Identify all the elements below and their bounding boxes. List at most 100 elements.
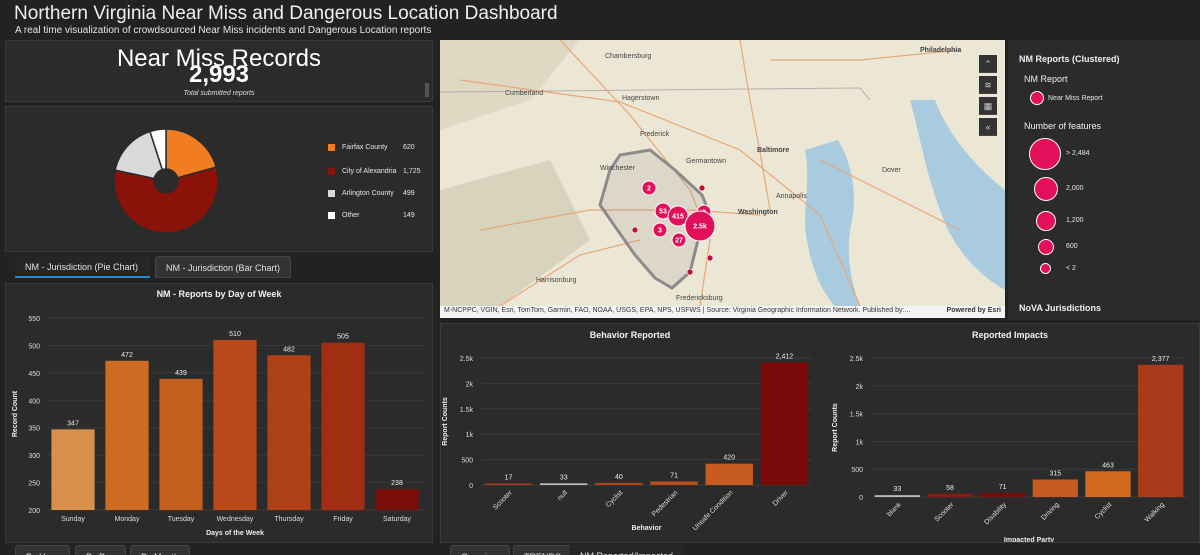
x-tick-label: Scooter	[933, 501, 955, 523]
size-label: 2,000	[1066, 185, 1084, 192]
x-tick-label: Saturday	[383, 516, 412, 523]
bar-value-label: 510	[229, 331, 241, 338]
bar	[540, 483, 588, 485]
cluster-label: 27	[675, 238, 683, 245]
day-of-week-chart-panel: NM - Reports by Day of Week 200 250 300 350…	[5, 283, 433, 543]
place-label: Frederick	[640, 131, 670, 138]
x-tick-label: Unsafe Condition	[692, 489, 735, 532]
state-boundary	[440, 87, 871, 101]
tab-by-month[interactable]: By Month	[130, 545, 191, 555]
size-symbol-icon	[1040, 263, 1051, 274]
tab-nm-reported-impacted[interactable]: NM Reported/Impacted	[570, 545, 684, 555]
legend-label: Fairfax County	[342, 143, 388, 151]
legend-item-alexandria[interactable]: City of Alexandria 1,725	[328, 165, 421, 177]
powered-by-esri[interactable]: Powered by Esri	[946, 307, 1001, 314]
cluster-marker	[684, 210, 716, 242]
y-tick-label: 200	[28, 508, 40, 515]
legend-value: 620	[403, 143, 415, 151]
map-view[interactable]: Philadelphia Chambersburg Hagerstown Cumber…	[440, 40, 1005, 306]
bar-value-label: 472	[121, 352, 133, 359]
cluster-marker	[667, 205, 689, 227]
bar	[159, 378, 203, 510]
bar-value-label: 505	[337, 334, 349, 341]
y-tick-label: 250	[28, 481, 40, 488]
kpi-caption: Total submitted reports	[183, 90, 255, 97]
pie-hole	[154, 169, 178, 193]
size-label: 1,200	[1066, 217, 1084, 224]
place-label: Cumberland	[505, 90, 543, 97]
bar	[484, 483, 533, 485]
map-legend-title: NM Reports (Clustered)	[1019, 54, 1120, 64]
bar	[705, 463, 753, 485]
kpi-title: Near Miss Records	[116, 45, 322, 72]
legend-label: City of Alexandria	[342, 167, 397, 175]
impacts-chart-title: Reported Impacts	[971, 330, 1049, 340]
collapse-icon[interactable]: «	[979, 118, 997, 136]
day-of-week-bar-chart: 200 250 300 350 400 450 500 550 Record Count 347 S…	[12, 316, 424, 537]
place-label: Hagerstown	[622, 95, 659, 102]
y-tick-label: 2.5k	[460, 356, 474, 363]
map-legend-layer: NM Report	[1024, 74, 1068, 84]
tab-trends[interactable]: TRENDS	[513, 545, 573, 555]
y-tick-label: 400	[28, 398, 40, 405]
road	[770, 49, 961, 61]
place-label: Dover	[882, 167, 901, 174]
expand-icon[interactable]: ⌃	[979, 55, 997, 73]
pie-chart-panel: Fairfax County 620 City of Alexandria 1,…	[5, 106, 433, 252]
bar	[1032, 479, 1078, 497]
tab-by-day[interactable]: By Day	[75, 545, 127, 555]
map-point	[686, 268, 694, 276]
legend-label: Arlington County	[342, 189, 394, 197]
bar	[595, 482, 643, 485]
size-label: 600	[1066, 243, 1078, 250]
qr-icon[interactable]: ▦	[979, 97, 997, 115]
legend-item-arlington[interactable]: Arlington County 499	[328, 187, 415, 199]
map-canvas[interactable]: Philadelphia Chambersburg Hagerstown Cumber…	[440, 40, 1005, 306]
map-point	[631, 226, 639, 234]
cluster-label: 2.5k	[693, 224, 707, 231]
legend-swatch	[328, 211, 335, 219]
x-tick-label: Wednesday	[217, 516, 254, 523]
place-label: Washington	[738, 209, 778, 216]
size-symbol-icon	[1036, 211, 1056, 231]
pie-slice	[165, 128, 218, 179]
road	[459, 79, 861, 306]
layers-icon[interactable]: ≋	[979, 76, 997, 94]
x-tick-label: Sunday	[61, 516, 85, 523]
x-tick-label: Driver	[772, 489, 791, 508]
y-axis-label: Report Counts	[832, 403, 839, 452]
size-label: > 2,484	[1066, 150, 1090, 157]
kpi-scrollbar[interactable]	[425, 83, 429, 97]
x-tick-label: Driving	[1040, 501, 1060, 521]
map-legend-symbol-label: Near Miss Report	[1048, 95, 1103, 102]
y-tick-label: 2k	[466, 381, 474, 388]
legend-item-fairfax[interactable]: Fairfax County 620	[328, 141, 415, 153]
x-axis-label: Impacted Party	[1004, 537, 1054, 542]
bar	[1085, 471, 1131, 497]
bar	[760, 362, 809, 485]
page-subtitle: A real time visualization of crowdsource…	[15, 25, 432, 36]
tab-by-hour[interactable]: By Hour	[15, 545, 70, 555]
bar	[375, 489, 419, 510]
near-miss-symbol-icon	[1030, 91, 1044, 105]
y-tick-label: 1.5k	[850, 412, 864, 419]
y-axis-label: Record Count	[12, 390, 19, 437]
road	[559, 40, 711, 306]
x-tick-label: Walking	[1144, 501, 1166, 523]
legend-item-other[interactable]: Other 149	[328, 209, 415, 221]
kpi-panel: Near Miss Records 2,993 Total submitted …	[5, 40, 433, 102]
tab-jurisdiction-pie[interactable]: NM - Jurisdiction (Pie Chart)	[15, 256, 150, 278]
bar	[650, 481, 698, 485]
y-tick-label: 300	[28, 453, 40, 460]
tab-overview[interactable]: Overview	[450, 545, 510, 555]
behavior-impacts-bar-charts: 0 500 1k 1.5k 2k 2.5k Report Counts 17 Scooter 33…	[442, 353, 1187, 542]
tab-jurisdiction-bar[interactable]: NM - Jurisdiction (Bar Chart)	[155, 256, 291, 278]
cluster-marker	[641, 180, 657, 196]
legend-swatch	[328, 189, 335, 197]
place-label: Annapolis	[776, 193, 807, 200]
behavior-chart-title: Behavior Reported	[589, 330, 671, 340]
terrain-patch	[440, 160, 590, 306]
bar-value-label: 439	[175, 370, 187, 377]
size-symbol-icon	[1034, 177, 1058, 201]
